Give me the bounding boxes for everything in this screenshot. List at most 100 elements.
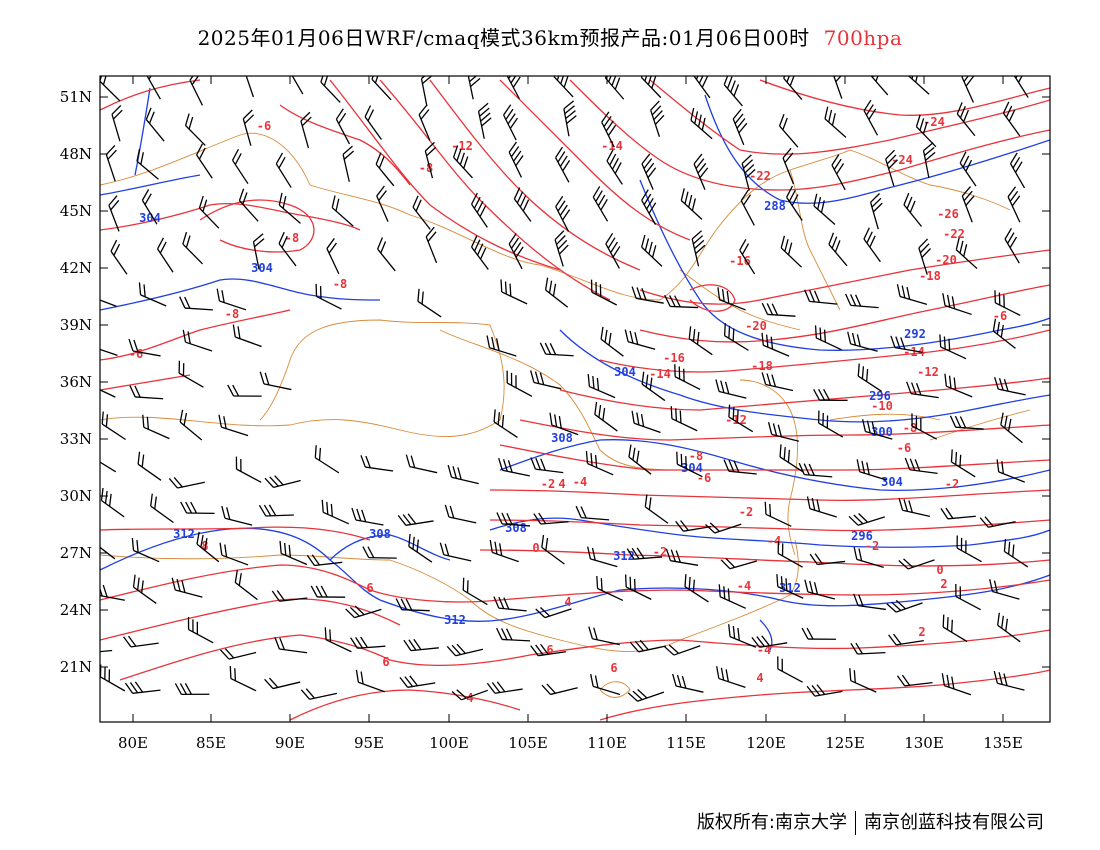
wind-barb (941, 673, 972, 696)
temperature-contour-label: -6 (697, 471, 711, 485)
wind-barb (553, 76, 574, 98)
temperature-contour-label: -8 (333, 277, 347, 291)
wind-barb (824, 106, 847, 138)
wind-barb (691, 230, 706, 267)
wind-barb (1003, 538, 1029, 568)
wind-barb (168, 477, 205, 489)
wind-barb (715, 379, 747, 399)
wind-barb (670, 406, 698, 432)
wind-barb (907, 76, 930, 95)
wind-barb (229, 666, 257, 692)
wind-barb (777, 656, 803, 683)
temperature-contour-label: -26 (937, 207, 959, 221)
wind-barb (555, 195, 571, 232)
wind-barb (804, 289, 838, 305)
temperature-contour-label: 4 (756, 671, 763, 685)
temperature-contour (599, 329, 1050, 373)
lon-label: 105E (508, 734, 548, 752)
wind-barb (533, 512, 569, 525)
lon-label: 110E (587, 734, 627, 752)
height-contour-label: 292 (904, 327, 926, 341)
wind-barb (403, 638, 439, 652)
wind-barb (362, 546, 397, 559)
wind-barb (471, 192, 488, 228)
wind-barb (496, 512, 531, 527)
wind-barb (868, 76, 889, 96)
temperature-contour-label: -4 (767, 534, 781, 548)
wind-barb (918, 238, 932, 275)
height-contour-label: 308 (369, 527, 391, 541)
wind-barb (530, 643, 566, 657)
wind-barb (101, 411, 126, 441)
wind-barb (179, 296, 213, 311)
wind-barb (306, 554, 343, 567)
wind-barb (628, 444, 652, 475)
wind-barb (100, 295, 117, 308)
lat-label: 21N (60, 658, 92, 676)
footer-company: 南京创蓝科技有限公司 (864, 812, 1044, 833)
temperature-contour-label: -22 (749, 169, 771, 183)
wind-barb (493, 409, 518, 438)
temperature-contour-label: -14 (601, 139, 623, 153)
wind-barb (856, 459, 887, 481)
temperature-contour (649, 79, 1050, 155)
wind-barb (1002, 101, 1021, 137)
wind-barb (605, 232, 621, 269)
wind-barb (949, 415, 984, 430)
wind-barb (100, 456, 117, 473)
wind-barb (848, 513, 885, 526)
wind-barb (132, 574, 157, 604)
temperature-contour (100, 564, 1050, 603)
wind-barb (424, 141, 437, 179)
wind-barb (471, 235, 489, 270)
wind-barb (178, 360, 204, 388)
wind-barb (513, 187, 532, 222)
wind-barb (1007, 186, 1021, 223)
wind-barb (264, 475, 301, 489)
wind-barb (131, 537, 160, 563)
wind-barb (258, 504, 294, 517)
wind-barb (136, 148, 159, 180)
wind-barb (989, 579, 1020, 600)
lon-label: 125E (825, 734, 865, 752)
wind-barb (959, 151, 977, 187)
wind-barb (942, 614, 968, 643)
wind-barb (420, 76, 433, 107)
wind-barb (150, 493, 174, 524)
wind-barb (235, 456, 262, 483)
wind-barb (539, 342, 574, 357)
wind-barb (345, 605, 382, 619)
boundary-line (100, 319, 505, 437)
temperature-contour-label: -8 (225, 307, 239, 321)
wind-barb (863, 99, 879, 136)
wind-barb (831, 76, 845, 99)
footer-copyright: 版权所有:南京大学 (696, 812, 847, 833)
wind-barb (541, 683, 578, 696)
temperature-contour (759, 79, 1050, 116)
wind-barb (321, 499, 350, 525)
wind-barb (563, 100, 577, 137)
height-contour-label: 288 (764, 199, 786, 213)
temperature-contour-label: -2 (739, 505, 753, 519)
wind-barb (555, 146, 571, 183)
wind-barb (955, 583, 981, 611)
wind-barb (137, 451, 162, 481)
wind-barb (100, 583, 125, 601)
wind-barb (777, 540, 803, 568)
height-contour (100, 527, 1050, 622)
temperature-contour-label: -14 (903, 345, 925, 359)
wind-barb (100, 649, 113, 654)
wind-barb (849, 668, 877, 693)
boundary-line (439, 329, 691, 471)
height-contour-label: 308 (505, 521, 527, 535)
wind-barb (587, 374, 616, 399)
wind-barb (100, 384, 116, 398)
wind-barb (219, 542, 249, 566)
wind-barb (626, 547, 663, 560)
wind-barb (395, 598, 430, 612)
wind-barb (751, 635, 788, 648)
wind-barb (278, 231, 297, 267)
wind-barb (641, 234, 663, 267)
temperature-contour-label: -6 (129, 347, 143, 361)
